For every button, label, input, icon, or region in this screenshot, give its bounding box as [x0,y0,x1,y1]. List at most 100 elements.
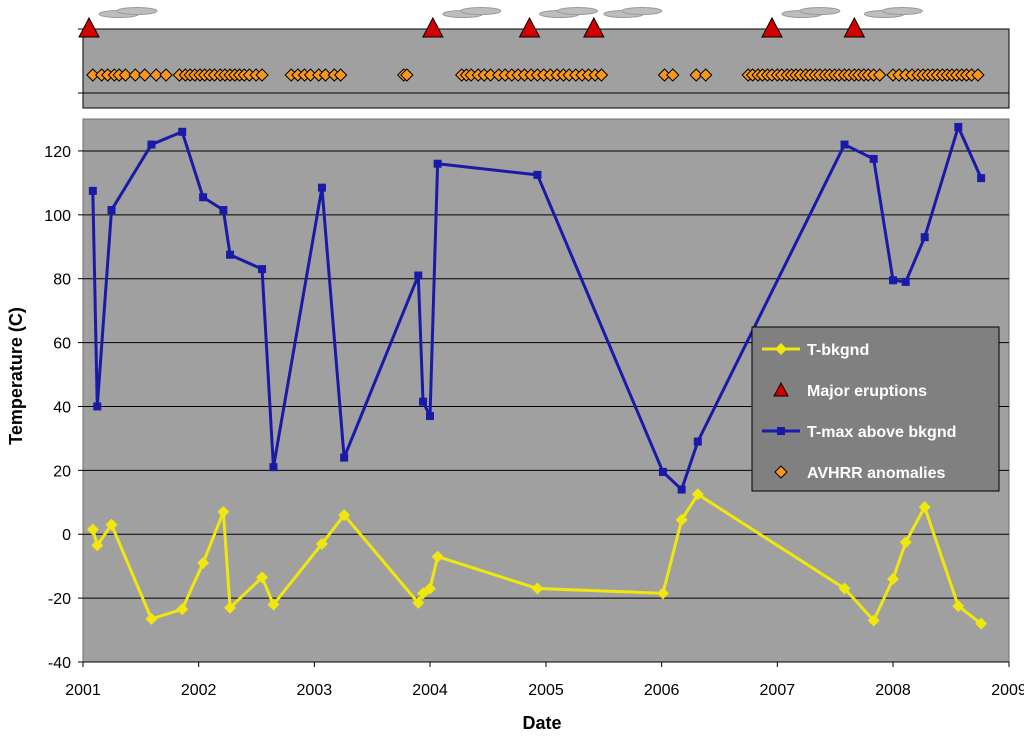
t-bkgnd-point [424,582,437,595]
legend-label-t-bkgnd: T-bkgnd [807,342,869,359]
avhrr-anomaly-point [333,68,348,82]
avhrr-anomaly-point [86,68,100,82]
t-max-above-bkgnd-point [147,140,156,149]
t-max-above-bkgnd-point [977,174,986,183]
y-tick-label: 0 [62,527,71,544]
y-tick-label: 120 [44,144,71,161]
t-bkgnd-point [105,518,118,531]
y-tick-label: 80 [53,272,71,289]
legend-box [751,326,1000,492]
y-tick-label: 40 [53,399,71,416]
avhrr-anomaly-point [118,68,133,82]
y-tick-label: 60 [53,336,71,353]
t-bkgnd-point [675,513,688,526]
t-bkgnd-point [918,501,931,514]
plume-cloud [460,7,502,15]
t-max-above-bkgnd-point [889,276,898,285]
x-tick-label: 2004 [412,682,448,699]
plume-cloud [116,7,158,15]
x-tick-label: 2009 [991,682,1024,699]
avhrr-anomaly-point [128,68,142,82]
x-tick-label: 2003 [297,682,333,699]
avhrr-anomaly-point [971,68,985,82]
t-bkgnd-point [952,600,965,613]
major-eruption-point [518,16,541,38]
t-max-above-bkgnd-point [93,402,102,411]
t-bkgnd-point [867,614,880,627]
avhrr-anomaly-point [666,68,680,82]
major-eruption-point [422,16,444,38]
t-max-above-bkgnd-point [433,159,442,168]
t-max-above-bkgnd-point [414,271,423,280]
t-max-above-bkgnd-point [920,233,929,242]
t-max-above-bkgnd-point [258,265,267,274]
x-tick-label: 2007 [760,682,796,699]
t-bkgnd-point [531,582,544,595]
t-bkgnd-point [86,523,99,536]
t-max-above-bkgnd-point [88,186,97,195]
x-axis-title: Date [522,713,561,733]
t-bkgnd-point [656,587,669,600]
avhrr-anomaly-point [400,68,414,82]
t-bkgnd-point [431,550,444,563]
avhrr-anomaly-point [149,68,163,82]
x-tick-label: 2001 [65,682,101,699]
t-bkgnd-point [412,596,425,609]
t-bkgnd-point [887,572,900,585]
t-max-above-bkgnd-point [426,412,435,421]
avhrr-anomaly-point [255,68,269,82]
avhrr-anomaly-point [689,68,703,82]
t-max-above-bkgnd-point [219,206,228,215]
plume-cloud [557,7,599,15]
avhrr-anomaly-point [159,68,173,82]
major-eruption-point [843,16,866,38]
t-bkgnd-point [145,612,158,625]
plume-cloud [799,7,841,15]
t-max-above-bkgnd-point [840,140,849,149]
t-max-above-bkgnd-point [199,193,208,202]
t-bkgnd-point [176,603,189,616]
t-max-above-bkgnd-point [269,463,278,472]
t-max-above-bkgnd-point [419,397,428,406]
y-tick-label: -20 [48,591,71,608]
t-max-above-bkgnd-point [658,467,667,476]
avhrr-anomaly-point [699,68,713,82]
y-tick-label: 20 [53,463,71,480]
t-bkgnd-point [267,598,280,611]
legend-label-major-eruptions: Major eruptions [807,383,927,400]
t-bkgnd-point [224,601,237,614]
plume-cloud [621,7,663,15]
t-bkgnd-point [256,571,269,584]
t-bkgnd-point [691,488,704,501]
plume-cloud [881,7,923,15]
t-bkgnd-point [899,536,912,549]
y-axis-title: Temperature (C) [6,307,26,445]
x-tick-label: 2006 [644,682,680,699]
legend-marker-major-eruptions [773,381,789,397]
timeline-plot-area [82,28,1010,109]
y-tick-label: 100 [44,208,71,225]
t-max-above-bkgnd-point [226,250,235,259]
legend-label-avhrr-anomalies: AVHRR anomalies [807,465,946,482]
t-max-above-bkgnd-point [954,122,963,131]
legend-marker-t-bkgnd [775,343,787,355]
t-bkgnd-point [197,556,210,569]
t-max-above-bkgnd-point [901,277,910,286]
t-max-above-bkgnd-point [693,437,702,446]
timeline-markers [78,16,985,82]
legend-marker-avhrr-anomalies [774,465,788,479]
t-bkgnd-point [91,539,104,552]
t-bkgnd-point [315,537,328,550]
x-tick-label: 2005 [528,682,564,699]
x-tick-labels: 2001 2002 2003 2004 2005 2006 2007 2008 2009 [65,662,1024,699]
t-max-above-bkgnd-point [317,183,326,192]
t-max-above-bkgnd-point [178,127,187,136]
y-tick-label: -40 [48,655,71,672]
t-bkgnd-point [838,582,851,595]
legend-label-t-max-above-bkgnd: T-max above bkgnd [807,424,956,441]
t-bkgnd-point [338,509,351,522]
x-tick-label: 2002 [181,682,217,699]
avhrr-anomaly-point [318,68,333,82]
legend: T-bkgnd Major eruptions T-max above bkgnd A… [751,326,1000,492]
